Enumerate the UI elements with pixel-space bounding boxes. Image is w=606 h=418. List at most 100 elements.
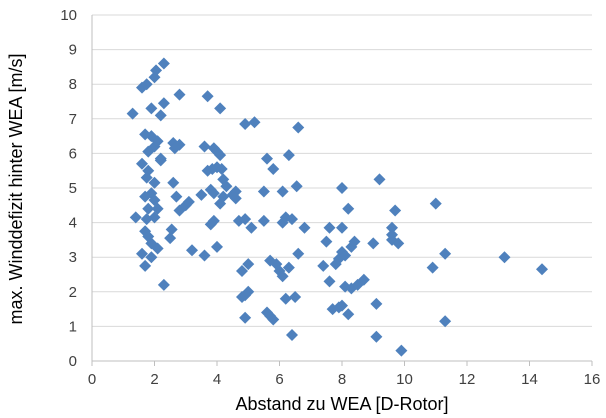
data-point xyxy=(290,180,303,193)
data-point xyxy=(392,237,405,250)
data-point xyxy=(242,258,255,271)
data-point xyxy=(195,188,208,201)
data-point xyxy=(336,221,348,234)
data-point xyxy=(140,78,153,91)
x-tick-label: 6 xyxy=(275,371,283,388)
x-tick-labels: 0 2 4 6 8 10 12 14 16 xyxy=(88,371,601,388)
data-point xyxy=(140,171,153,184)
data-point xyxy=(139,259,152,272)
y-tick-label: 0 xyxy=(69,353,77,370)
data-point xyxy=(292,247,305,260)
data-point xyxy=(342,202,355,215)
data-point xyxy=(245,221,258,234)
data-point xyxy=(165,223,178,236)
data-point xyxy=(267,162,280,175)
data-point xyxy=(182,195,195,208)
data-point xyxy=(389,204,402,217)
data-point xyxy=(276,185,289,198)
data-point xyxy=(239,213,252,226)
y-tick-label: 8 xyxy=(69,76,77,93)
data-point xyxy=(167,176,180,189)
y-tick-label: 3 xyxy=(69,249,77,266)
y-tick-label: 7 xyxy=(69,111,77,128)
data-point xyxy=(386,221,398,234)
data-point xyxy=(298,221,311,234)
data-point xyxy=(282,261,295,274)
data-point xyxy=(323,275,336,288)
data-point xyxy=(204,183,217,196)
x-axis-label: Abstand zu WEA [D-Rotor] xyxy=(235,394,448,414)
data-point xyxy=(157,278,170,291)
data-point xyxy=(173,88,186,101)
data-point xyxy=(211,240,223,253)
data-point xyxy=(157,97,170,110)
data-point xyxy=(357,273,370,286)
data-point xyxy=(367,237,380,250)
data-point xyxy=(276,270,289,283)
data-point xyxy=(142,145,155,158)
data-point xyxy=(429,197,442,210)
data-point xyxy=(336,182,348,194)
y-tick-label: 6 xyxy=(69,145,77,162)
data-point xyxy=(145,102,158,115)
data-point xyxy=(292,121,305,134)
data-point xyxy=(170,190,183,203)
data-point xyxy=(215,162,228,175)
data-point xyxy=(267,313,280,326)
data-point xyxy=(154,154,167,167)
x-tick-label: 10 xyxy=(396,371,413,388)
data-point xyxy=(229,192,242,205)
data-point xyxy=(317,259,330,272)
y-tick-label: 2 xyxy=(69,284,77,301)
data-point xyxy=(151,202,164,215)
data-point xyxy=(370,330,383,343)
data-point xyxy=(395,344,408,357)
y-tick-label: 9 xyxy=(69,42,77,59)
data-point xyxy=(248,116,261,129)
data-point xyxy=(239,117,252,130)
x-tick-label: 16 xyxy=(584,371,601,388)
y-tick-labels: 0 1 2 3 4 5 6 7 8 9 10 xyxy=(60,7,77,370)
data-point xyxy=(214,102,227,115)
x-tick-label: 2 xyxy=(150,371,158,388)
y-axis-label: max. Winddefizit hinter WEA [m/s] xyxy=(6,53,26,324)
data-point xyxy=(286,213,298,226)
data-point xyxy=(426,261,439,274)
data-point xyxy=(342,308,355,321)
data-point xyxy=(164,232,177,245)
y-tick-label: 1 xyxy=(69,318,77,335)
data-point xyxy=(207,214,220,227)
y-tick-label: 4 xyxy=(69,215,77,232)
data-point xyxy=(257,214,270,227)
data-point xyxy=(320,235,333,248)
data-point xyxy=(536,263,548,276)
data-point xyxy=(286,329,298,342)
data-point xyxy=(139,190,152,203)
x-tick-label: 12 xyxy=(459,371,476,388)
data-point xyxy=(220,180,233,193)
data-point xyxy=(439,315,452,328)
data-point xyxy=(236,265,248,278)
y-tick-label: 10 xyxy=(60,7,77,24)
data-point xyxy=(336,246,348,259)
data-point xyxy=(150,64,163,77)
data-point xyxy=(339,249,352,262)
data-point xyxy=(323,221,336,234)
x-tick-label: 4 xyxy=(213,371,221,388)
data-point xyxy=(336,299,348,312)
data-point xyxy=(370,297,383,310)
data-point xyxy=(126,107,139,120)
data-point xyxy=(348,235,361,248)
data-point xyxy=(151,135,164,148)
data-point xyxy=(214,197,227,210)
data-point xyxy=(279,292,292,305)
data-point xyxy=(151,242,164,255)
data-point xyxy=(136,157,148,170)
data-point xyxy=(229,185,242,198)
data-point xyxy=(198,249,211,262)
y-tick-label: 5 xyxy=(69,180,77,197)
data-point xyxy=(242,285,255,298)
data-point xyxy=(142,202,155,215)
